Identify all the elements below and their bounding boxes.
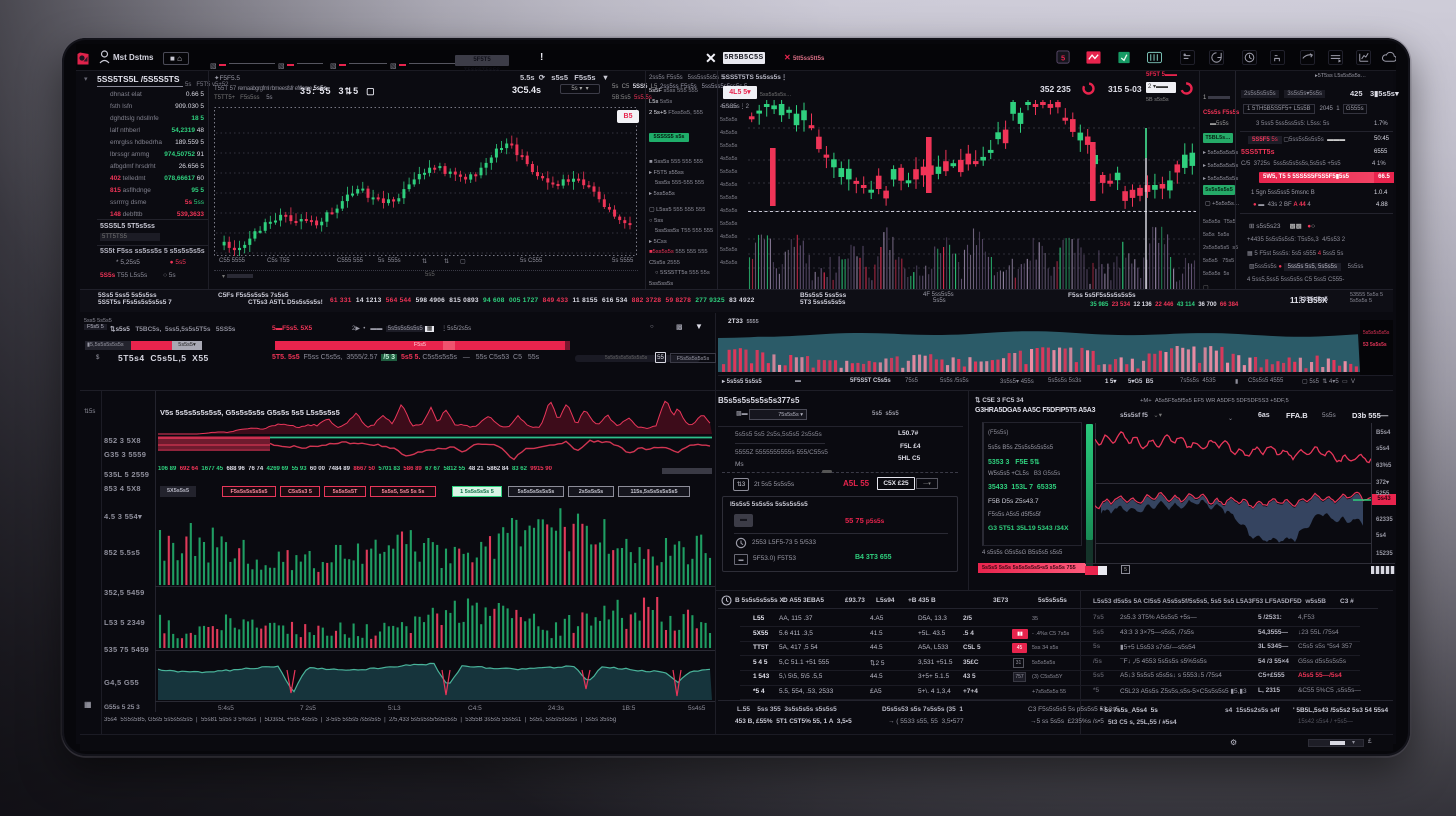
svg-text:5: 5	[1061, 53, 1065, 62]
